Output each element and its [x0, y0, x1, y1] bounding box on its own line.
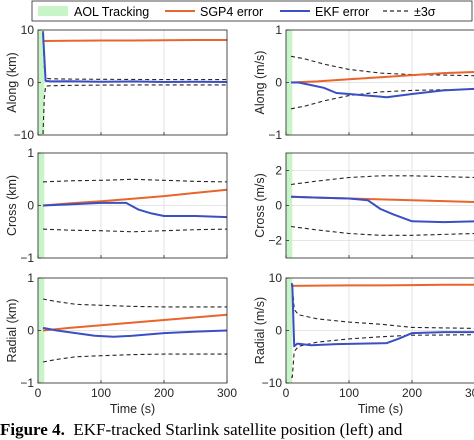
x-tick-label: 0	[35, 386, 42, 400]
sigma-lower-line	[290, 225, 474, 236]
x-tick-label: 300	[465, 386, 474, 400]
sigma-upper-line	[42, 30, 227, 81]
y-tick-label: 10	[269, 271, 283, 285]
y-axis-label: Radial (km)	[5, 299, 19, 363]
sgp4-error-line	[42, 313, 228, 332]
y-tick-label: −10	[14, 128, 35, 142]
legend-aol-label: AOL Tracking	[74, 5, 149, 19]
sigma-upper-line	[42, 298, 227, 308]
legend-ekf-label: EKF error	[315, 5, 369, 19]
y-tick-label: 0	[275, 76, 282, 90]
y-tick-label: 0	[27, 199, 34, 213]
figure-caption: Figure 4. EKF-tracked Starlink satellite…	[0, 420, 403, 439]
legend-sgp4-label: SGP4 error	[200, 5, 263, 19]
x-axis-label: Time (s)	[110, 402, 155, 416]
x-tick-label: 300	[217, 386, 237, 400]
y-tick-label: 1	[27, 271, 34, 285]
sigma-upper-line	[291, 283, 474, 329]
sgp4-error-line	[290, 283, 474, 287]
sigma-upper-line	[42, 178, 228, 183]
y-tick-label: 1	[275, 23, 282, 37]
x-tick-label: 100	[91, 386, 111, 400]
y-tick-label: −1	[268, 128, 282, 142]
sigma-lower-line	[42, 84, 227, 135]
x-tick-label: 200	[402, 386, 422, 400]
y-axis-label: Along (km)	[5, 52, 19, 112]
y-tick-label: 0	[275, 324, 282, 338]
y-tick-label: −2	[268, 234, 282, 248]
x-tick-label: 0	[283, 386, 290, 400]
x-axis-label: Time (s)	[358, 402, 403, 416]
y-tick-label: 2	[275, 164, 282, 178]
sgp4-error-line	[290, 71, 474, 84]
x-tick-label: 200	[154, 386, 174, 400]
caption-label: Figure 4	[0, 420, 61, 439]
subplot-4: −2 0 2 Cross (m/s)	[253, 152, 474, 259]
sgp4-error-line	[42, 39, 227, 42]
ekf-error-line	[42, 32, 228, 83]
ekf-error-line	[291, 283, 474, 348]
sigma-upper-line	[290, 55, 474, 77]
legend: AOL Tracking SGP4 error EKF error ±3σ	[31, 0, 473, 22]
subplot-3: −1 0 1 Cross (km)	[5, 146, 228, 265]
sigma-lower-line	[42, 228, 228, 233]
y-tick-label: 10	[21, 23, 35, 37]
legend-box	[31, 0, 473, 22]
subplot-2: −1 0 1 Along (m/s)	[253, 23, 474, 142]
y-tick-label: −1	[20, 251, 34, 265]
y-axis-label: Cross (m/s)	[253, 173, 267, 238]
sigma-lower-line	[290, 88, 474, 110]
x-tick-label: 100	[339, 386, 359, 400]
sgp4-error-line	[42, 188, 228, 207]
ekf-error-line	[291, 81, 474, 99]
y-axis-label: Radial (m/s)	[253, 297, 267, 364]
y-tick-label: 0	[27, 324, 34, 338]
y-tick-label: 1	[27, 146, 34, 160]
y-axis-label: Along (m/s)	[253, 51, 267, 115]
ekf-error-line	[290, 195, 474, 224]
y-tick-label: −10	[262, 376, 283, 390]
sigma-upper-line	[290, 175, 474, 186]
legend-sigma-label: ±3σ	[414, 5, 436, 19]
sigma-lower-line	[42, 353, 227, 363]
ekf-error-line	[42, 201, 228, 219]
figure-canvas: AOL Tracking SGP4 error EKF error ±3σ −1…	[5, 0, 474, 416]
caption-text: EKF-tracked Starlink satellite position …	[73, 420, 403, 439]
y-tick-label: 0	[275, 199, 282, 213]
y-tick-label: −1	[20, 376, 34, 390]
legend-aol-swatch	[38, 6, 68, 16]
y-axis-label: Cross (km)	[5, 175, 19, 236]
subplot-1: −10 0 10 Along (km)	[5, 23, 228, 142]
ekf-error-line	[42, 326, 228, 338]
y-tick-label: 0	[27, 76, 34, 90]
sigma-lower-line	[291, 334, 474, 378]
